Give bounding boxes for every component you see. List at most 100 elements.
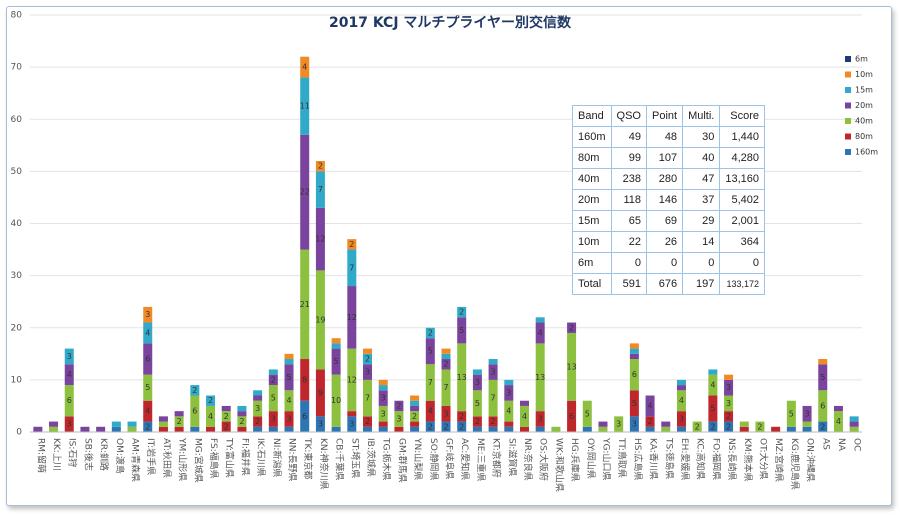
bar-segment — [488, 379, 498, 417]
segment-label: 6 — [67, 396, 72, 405]
segment-label: 2 — [443, 360, 448, 369]
segment-label: 3 — [67, 352, 72, 361]
bar-segment — [49, 426, 59, 432]
segment-label: 2 — [145, 422, 150, 431]
bar-segment — [111, 421, 121, 427]
table-cell: 280 — [645, 168, 684, 190]
x-tick-label: OC — [852, 438, 862, 451]
table-row: 20m 118 146 37 5,402 — [572, 189, 765, 211]
table-cell: 47 — [682, 168, 721, 190]
x-tick-label: IB:茨城県 — [365, 438, 377, 477]
x-tick-label: HS:広島県 — [632, 438, 644, 481]
bar-segment — [472, 426, 482, 432]
segment-label: 2 — [271, 375, 276, 384]
segment-label: 4 — [506, 407, 511, 416]
table-cell: 591 — [610, 273, 647, 295]
bar-segment — [64, 416, 74, 432]
x-tick-label: MG:宮城県 — [192, 438, 204, 483]
bar-segment — [724, 374, 734, 380]
segment-label: 4 — [67, 370, 72, 379]
table-cell: 20m — [572, 189, 612, 211]
bar-segment — [143, 374, 153, 401]
x-tick-label: TT:鳥取県 — [616, 437, 628, 478]
bar-segment — [629, 343, 639, 349]
bar-segment — [472, 416, 482, 427]
segment-label: 7 — [428, 378, 433, 387]
bar-segment — [347, 249, 357, 287]
segment-label: 6 — [302, 412, 307, 421]
table-row: 15m 65 69 29 2,001 — [572, 210, 765, 232]
bar-segment — [174, 426, 184, 432]
bar-segment — [331, 338, 341, 344]
bar-segment — [755, 421, 765, 432]
segment-label: 3 — [145, 310, 150, 319]
segment-label: 5 — [286, 373, 291, 382]
bar-segment — [551, 426, 561, 432]
segment-label: 5 — [459, 326, 464, 335]
x-tick-label: OY:岡山県 — [585, 438, 596, 479]
x-tick-label: AT:秋田県 — [161, 438, 173, 478]
bar-segment — [708, 421, 718, 432]
bar-segment — [158, 426, 168, 432]
bar-segment — [676, 390, 686, 412]
table-row: 160m 49 48 30 1,440 — [572, 126, 765, 148]
bar-segment — [488, 359, 498, 365]
table-row: 6m 0 0 0 0 — [572, 252, 765, 274]
segment-label: 2 — [757, 422, 762, 431]
segment-label: 8 — [302, 375, 307, 384]
table-cell: 40m — [572, 168, 612, 190]
segment-label: 6 — [820, 401, 825, 410]
segment-label: 10 — [331, 396, 341, 405]
bar-segment — [598, 421, 608, 427]
segment-label: 2 — [365, 355, 370, 364]
bar-segment — [771, 426, 781, 432]
x-tick-label: YM:山形県 — [177, 437, 189, 481]
bar-segment — [598, 426, 608, 432]
segment-label: 12 — [315, 235, 325, 244]
bar-segment — [504, 421, 514, 427]
bar-segment — [629, 390, 639, 417]
bar-segment — [190, 385, 200, 396]
bar-segment — [253, 426, 263, 432]
bar-segment — [488, 426, 498, 432]
x-tick-label: SB:後志 — [82, 438, 94, 471]
x-tick-label: NS:長崎県 — [726, 438, 738, 480]
bar-segment — [49, 421, 59, 427]
table-cell: 65 — [610, 210, 647, 232]
bar-segment — [567, 332, 577, 401]
segment-label: 4 — [538, 328, 543, 337]
table-cell: 146 — [645, 189, 684, 211]
table-cell: 14 — [682, 231, 721, 253]
segment-label: 3 — [491, 368, 496, 377]
bar-segment — [692, 421, 702, 432]
y-tick-label: 20 — [11, 323, 23, 333]
table-cell: 364 — [719, 231, 765, 253]
segment-label: 7 — [443, 383, 448, 392]
bar-segment — [64, 364, 74, 386]
x-tick-label: NI:新潟県 — [271, 438, 283, 477]
table-cell: 0 — [719, 252, 765, 274]
bar-segment — [724, 411, 734, 422]
x-tick-label: SI:滋賀県 — [506, 438, 518, 476]
segment-label: 9 — [318, 388, 323, 397]
bar-segment — [206, 426, 216, 432]
bar-segment — [206, 395, 216, 406]
segment-label: 2 — [820, 422, 825, 431]
bar-segment — [64, 348, 74, 365]
bar-segment — [629, 348, 639, 354]
bar-segment — [661, 421, 671, 427]
bar-segment — [818, 359, 828, 365]
segment-label: 2 — [459, 412, 464, 421]
segment-label: 3 — [679, 414, 684, 423]
bar-segment — [347, 239, 357, 250]
segment-label: 6 — [145, 355, 150, 364]
segment-label: 2 — [475, 417, 480, 426]
segment-label: 2 — [428, 422, 433, 431]
table-row: 80m 99 107 40 4,280 — [572, 147, 765, 169]
bar-segment — [284, 411, 294, 427]
legend-label: 15m — [855, 86, 873, 95]
segment-label: 6 — [192, 407, 197, 416]
table-cell: 99 — [610, 147, 647, 169]
bar-segment — [849, 426, 859, 432]
x-tick-label: KR:釧路 — [98, 438, 110, 471]
